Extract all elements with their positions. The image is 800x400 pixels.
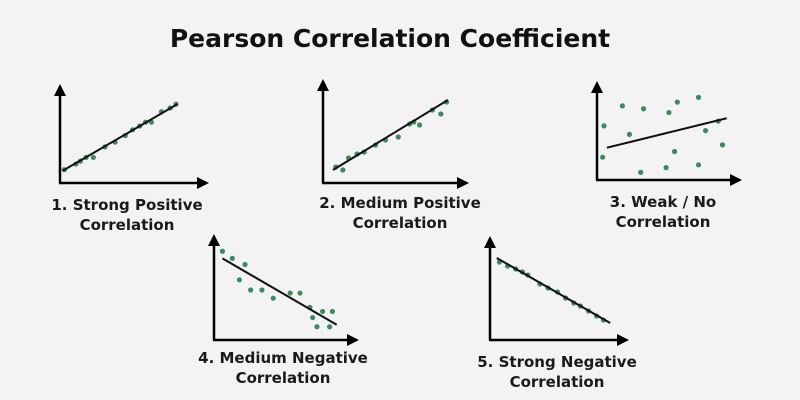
data-point: [600, 154, 606, 160]
y-axis-arrow-icon: [54, 84, 66, 96]
x-axis-arrow-icon: [730, 174, 742, 186]
data-point: [638, 169, 644, 175]
x-axis-arrow-icon: [347, 334, 359, 346]
label-line: 2. Medium Positive: [319, 194, 481, 212]
data-point: [297, 290, 303, 296]
trend-line: [606, 117, 727, 149]
plot-4-label: 4. Medium Negative Correlation: [173, 348, 393, 388]
data-point: [626, 131, 633, 137]
data-point: [695, 162, 702, 168]
data-point: [90, 154, 96, 160]
data-point: [702, 128, 709, 134]
label-line: 4. Medium Negative: [198, 349, 368, 367]
data-point: [219, 248, 226, 254]
data-point: [314, 324, 320, 330]
data-point: [287, 290, 293, 296]
plot-2-label: 2. Medium Positive Correlation: [290, 193, 510, 233]
data-point: [671, 148, 678, 155]
label-line: Correlation: [352, 214, 448, 232]
y-axis-arrow-icon: [591, 81, 603, 93]
y-axis-arrow-icon: [484, 236, 496, 248]
data-point: [395, 134, 401, 140]
trend-line: [332, 99, 449, 171]
data-point: [695, 94, 702, 100]
data-point: [640, 106, 647, 112]
label-line: Correlation: [235, 369, 331, 387]
data-point: [270, 295, 276, 301]
data-point: [340, 167, 346, 173]
data-point: [259, 287, 265, 293]
data-point: [327, 324, 333, 330]
plot-1-label: 1. Strong Positive Correlation: [17, 195, 237, 235]
data-point: [329, 308, 336, 315]
data-point: [719, 142, 726, 148]
trend-line: [496, 257, 611, 324]
data-point: [663, 165, 669, 171]
data-point: [229, 255, 235, 261]
diagram-title: Pearson Correlation Coefficient: [169, 24, 611, 53]
data-point: [674, 99, 680, 105]
trend-line: [62, 103, 178, 172]
label-line: Correlation: [615, 213, 711, 231]
data-point: [601, 123, 607, 129]
label-line: Correlation: [79, 216, 175, 234]
data-point: [416, 122, 423, 128]
data-point: [619, 103, 625, 109]
plot-3-label: 3. Weak / No Correlation: [553, 192, 773, 232]
data-point: [242, 261, 248, 268]
y-axis-arrow-icon: [208, 234, 220, 246]
data-point: [438, 111, 444, 117]
plot-5-label: 5. Strong Negative Correlation: [447, 352, 667, 392]
x-axis-arrow-icon: [457, 177, 469, 189]
x-axis-arrow-icon: [197, 177, 209, 189]
label-line: 1. Strong Positive: [51, 196, 203, 214]
trend-line: [221, 257, 338, 326]
data-point: [248, 287, 254, 293]
data-point: [666, 109, 672, 116]
data-point: [236, 277, 242, 283]
label-line: 5. Strong Negative: [477, 353, 637, 371]
data-point: [319, 308, 326, 315]
y-axis-arrow-icon: [317, 79, 329, 91]
data-point: [310, 314, 316, 321]
label-line: 3. Weak / No: [609, 193, 717, 211]
x-axis-arrow-icon: [617, 334, 629, 346]
label-line: Correlation: [509, 373, 605, 391]
